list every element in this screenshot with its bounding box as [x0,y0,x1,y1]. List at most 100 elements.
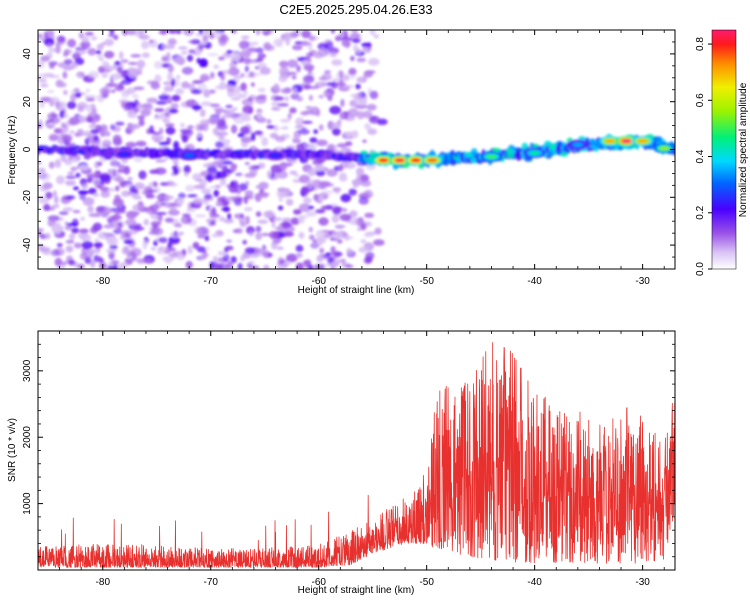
noise-blob [244,173,256,178]
snr-xlabel: Height of straight line (km) [298,585,415,596]
noise-blob [362,110,373,119]
noise-blob [158,141,170,146]
noise-blob [363,233,374,238]
noise-blob [204,193,213,200]
noise-blob [266,118,272,125]
noise-blob [301,30,311,39]
noise-blob [84,137,91,146]
spectrogram-ylabel: Frequency (Hz) [7,116,18,185]
noise-blob [202,35,209,43]
noise-blob [178,46,188,50]
noise-blob [279,60,289,68]
noise-blob [195,33,205,37]
noise-blob [146,189,158,193]
noise-blob [277,205,284,211]
noise-blob [117,222,123,227]
noise-blob [316,139,328,147]
noise-blob [296,143,304,151]
noise-blob [360,239,367,244]
spectrogram-xtick-label: -70 [204,276,219,287]
noise-blob [254,66,260,70]
noise-blob [161,43,173,50]
noise-blob [230,163,237,172]
colorbar-tick-label: 0.6 [695,93,706,107]
noise-blob [373,34,380,39]
noise-blob [279,66,290,71]
noise-blob [277,170,288,179]
noise-blob [350,55,355,62]
noise-blob [55,46,61,54]
noise-blob [248,107,253,114]
noise-blob [369,30,376,36]
noise-blob [48,61,58,66]
noise-blob [366,103,377,111]
noise-blob [120,263,128,268]
noise-blob [61,122,67,129]
noise-blob [255,47,264,54]
noise-blob [79,216,86,221]
noise-blob [124,182,134,188]
noise-blob [331,214,340,223]
noise-blob [82,197,95,206]
noise-blob [134,182,145,190]
noise-blob [67,259,76,266]
noise-blob [90,128,100,135]
noise-blob [209,89,216,94]
noise-blob [174,223,183,228]
noise-blob [63,59,73,65]
noise-blob [125,218,137,226]
noise-blob [223,218,234,224]
noise-blob [62,71,68,79]
noise-blob [103,207,113,214]
noise-blob [357,98,368,106]
noise-blob [329,105,342,115]
noise-blob [187,194,198,198]
noise-blob [135,140,147,147]
noise-blob [90,248,102,254]
noise-blob [164,112,170,117]
noise-blob [353,30,358,38]
ridge-blob [524,156,533,162]
noise-blob [314,36,320,40]
noise-blob [204,235,210,242]
noise-blob [99,174,112,182]
noise-blob [185,260,193,269]
noise-blob [339,213,352,222]
noise-blob [329,52,337,58]
noise-blob [90,35,98,41]
noise-blob [108,250,115,260]
noise-blob [240,136,253,143]
noise-blob [215,201,223,207]
ridge-hotspot [631,136,654,147]
noise-blob [97,231,109,240]
noise-blob [137,115,146,120]
noise-blob [154,108,165,113]
noise-blob [150,247,157,251]
noise-blob [244,207,253,212]
noise-blob [69,233,76,241]
spectrogram-ytick-label: -20 [22,190,33,205]
spectrogram-xtick-label: -60 [311,276,326,287]
noise-blob [250,82,255,87]
noise-blob [259,67,271,75]
noise-blob [107,187,116,192]
noise-blob [235,172,243,177]
noise-blob [165,126,176,135]
noise-blob [262,30,269,33]
snr-panel: -80 -70 -60 -50 -40 -30 1000 2000 3000 Height of… [7,330,676,596]
snr-frame [37,330,676,571]
noise-blob [218,56,225,61]
noise-blob [140,103,152,109]
noise-blob [222,160,233,165]
noise-blob [219,177,227,186]
noise-blob [209,103,221,108]
noise-blob [257,87,266,93]
noise-blob [240,82,247,92]
noise-blob [260,116,266,124]
noise-blob [94,161,100,169]
noise-blob [285,31,290,41]
noise-blob [358,196,369,205]
noise-blob [255,30,261,36]
noise-blob [355,83,361,90]
noise-blob [255,225,262,233]
